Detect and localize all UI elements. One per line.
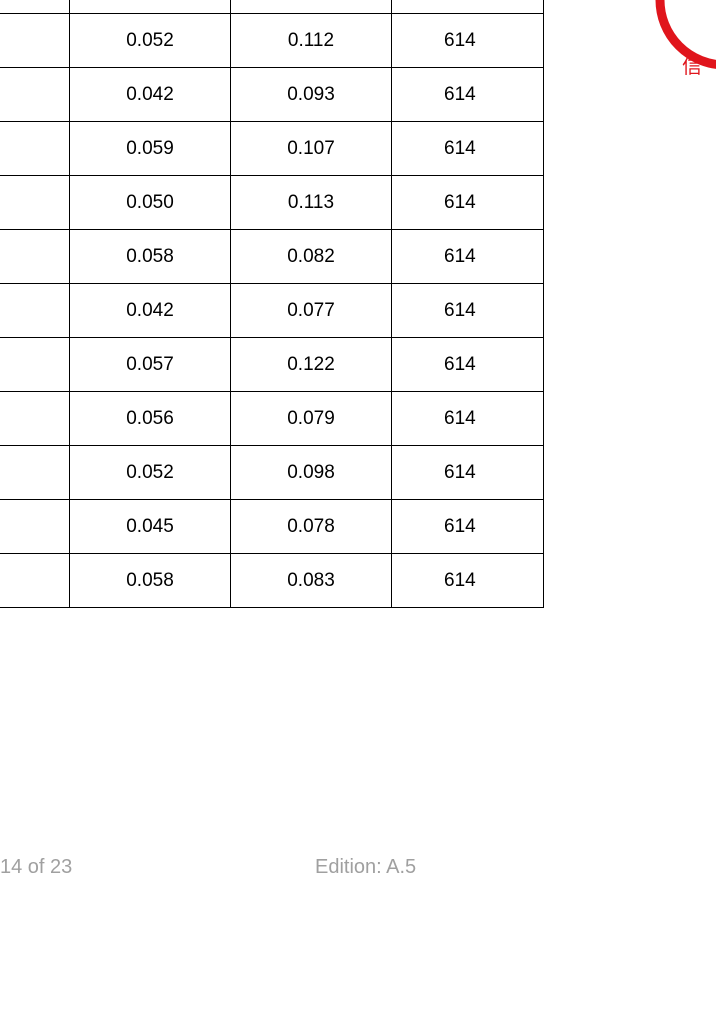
table-cell: 614 bbox=[391, 391, 544, 446]
table-cell: 614 bbox=[391, 445, 544, 500]
table-cell: 614 bbox=[391, 229, 544, 284]
table-cell: 614 bbox=[391, 67, 544, 122]
table-cell: 23 bbox=[0, 391, 70, 446]
table-body: m)E(V/m)Y(V/m)180.0520.112614310.0420.09… bbox=[0, 0, 544, 608]
svg-text:信: 信 bbox=[682, 54, 702, 78]
table-cell: 614 bbox=[391, 121, 544, 176]
table-cell: 0.107 bbox=[230, 121, 392, 176]
table-cell: 21 bbox=[0, 121, 70, 176]
table-cell: 0.059 bbox=[69, 121, 231, 176]
table-cell: 0.045 bbox=[69, 499, 231, 554]
page-number: 14 of 23 bbox=[0, 856, 73, 878]
table-cell: 614 bbox=[391, 283, 544, 338]
table-cell: 0.113 bbox=[230, 175, 392, 230]
table-cell: E(V/m) bbox=[69, 0, 231, 14]
table-cell: 14 bbox=[0, 229, 70, 284]
table-cell: 614 bbox=[391, 175, 544, 230]
seal-stamp: 信 bbox=[655, 0, 716, 78]
table-cell: 0.050 bbox=[69, 175, 231, 230]
edition: Edition: A.5 bbox=[315, 856, 417, 878]
table-cell: 15 bbox=[0, 337, 70, 392]
table-cell: 0.042 bbox=[69, 67, 231, 122]
table-cell: 0.093 bbox=[230, 67, 392, 122]
table-cell: 0.058 bbox=[69, 229, 231, 284]
table-cell: Y(V/m) bbox=[230, 0, 392, 14]
header-row: m)E(V/m)Y(V/m) bbox=[0, 0, 544, 14]
table-cell: 0.098 bbox=[230, 445, 392, 500]
table-cell: 0.052 bbox=[69, 13, 231, 68]
table-cell: 20 bbox=[0, 445, 70, 500]
table-cell: 0.057 bbox=[69, 337, 231, 392]
table-cell: 0.082 bbox=[230, 229, 392, 284]
table-cell: m) bbox=[0, 0, 70, 14]
table-cell: 614 bbox=[391, 337, 544, 392]
table-cell: 0.042 bbox=[69, 283, 231, 338]
table-cell: 0.058 bbox=[69, 553, 231, 608]
table-cell: 14 bbox=[0, 553, 70, 608]
table-cell: 614 bbox=[391, 553, 544, 608]
table-cell: 31 bbox=[0, 67, 70, 122]
measurement-table: m)E(V/m)Y(V/m)180.0520.112614310.0420.09… bbox=[0, 0, 544, 608]
table-cell: 0.079 bbox=[230, 391, 392, 446]
table-cell: 36 bbox=[0, 175, 70, 230]
table-cell: 614 bbox=[391, 13, 544, 68]
table-cell: 0.122 bbox=[230, 337, 392, 392]
table-cell: 0.112 bbox=[230, 13, 392, 68]
table-cell: 0.056 bbox=[69, 391, 231, 446]
table-cell: 0.078 bbox=[230, 499, 392, 554]
table-cell: 33 bbox=[0, 499, 70, 554]
table-cell: 18 bbox=[0, 13, 70, 68]
table-cell: 614 bbox=[391, 499, 544, 554]
table-cell: 0.052 bbox=[69, 445, 231, 500]
table-cell: 0.083 bbox=[230, 553, 392, 608]
table-cell: 0.077 bbox=[230, 283, 392, 338]
table-cell bbox=[391, 0, 544, 14]
table-cell: 34 bbox=[0, 283, 70, 338]
